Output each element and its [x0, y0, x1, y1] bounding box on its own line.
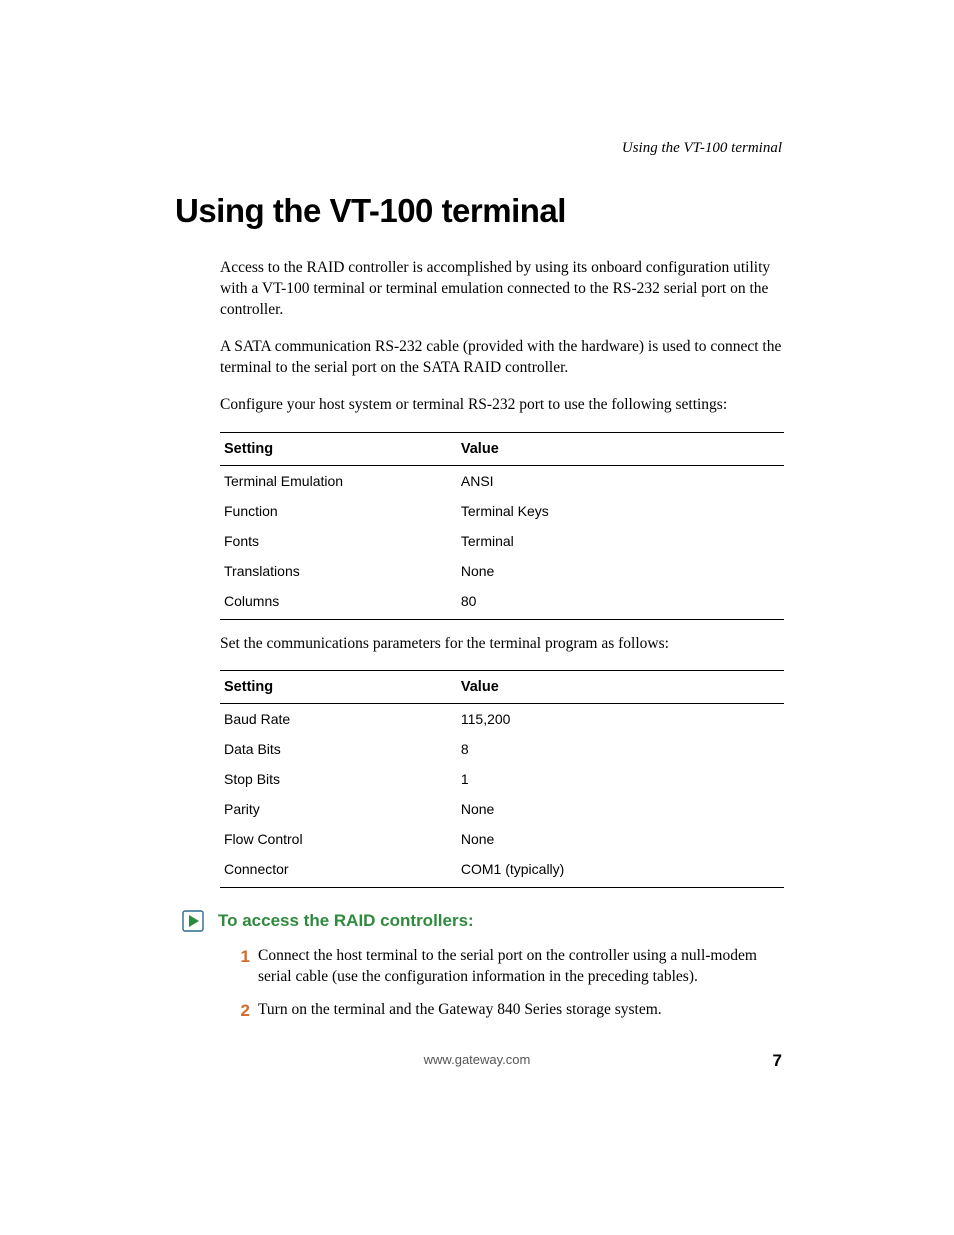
- page-number: 7: [773, 1051, 782, 1071]
- table-row: ConnectorCOM1 (typically): [220, 854, 784, 888]
- cell-setting: Parity: [220, 794, 457, 824]
- col-value: Value: [457, 671, 784, 704]
- step-text: Turn on the terminal and the Gateway 840…: [258, 1000, 662, 1021]
- paragraph-intro-3: Configure your host system or terminal R…: [220, 395, 784, 416]
- table-row: FontsTerminal: [220, 526, 784, 556]
- paragraph-intro-1: Access to the RAID controller is accompl…: [220, 258, 784, 321]
- step-text: Connect the host terminal to the serial …: [258, 946, 784, 988]
- table-row: Columns80: [220, 586, 784, 620]
- col-setting: Setting: [220, 432, 457, 465]
- table-row: ParityNone: [220, 794, 784, 824]
- cell-setting: Stop Bits: [220, 764, 457, 794]
- paragraph-intro-4: Set the communications parameters for th…: [220, 634, 784, 655]
- table-row: Stop Bits1: [220, 764, 784, 794]
- table-row: Flow ControlNone: [220, 824, 784, 854]
- col-setting: Setting: [220, 671, 457, 704]
- cell-value: None: [457, 794, 784, 824]
- cell-setting: Connector: [220, 854, 457, 888]
- cell-value: 8: [457, 734, 784, 764]
- cell-value: None: [457, 824, 784, 854]
- table-header-row: Setting Value: [220, 432, 784, 465]
- cell-setting: Fonts: [220, 526, 457, 556]
- cell-setting: Columns: [220, 586, 457, 620]
- comm-settings-table: Setting Value Baud Rate115,200Data Bits8…: [220, 670, 784, 888]
- cell-value: Terminal Keys: [457, 496, 784, 526]
- cell-value: ANSI: [457, 465, 784, 496]
- cell-value: 80: [457, 586, 784, 620]
- step-item: 1Connect the host terminal to the serial…: [228, 946, 784, 988]
- terminal-settings-table: Setting Value Terminal EmulationANSIFunc…: [220, 432, 784, 620]
- cell-setting: Translations: [220, 556, 457, 586]
- cell-setting: Terminal Emulation: [220, 465, 457, 496]
- cell-setting: Baud Rate: [220, 704, 457, 735]
- step-number: 2: [228, 1000, 250, 1021]
- play-triangle-icon: [182, 910, 204, 932]
- running-head: Using the VT-100 terminal: [622, 140, 782, 157]
- content-block: Access to the RAID controller is accompl…: [220, 258, 784, 1022]
- step-number: 1: [228, 946, 250, 988]
- table-row: Terminal EmulationANSI: [220, 465, 784, 496]
- table-row: TranslationsNone: [220, 556, 784, 586]
- procedure-title: To access the RAID controllers:: [218, 911, 474, 931]
- cell-value: COM1 (typically): [457, 854, 784, 888]
- table-body: Terminal EmulationANSIFunctionTerminal K…: [220, 465, 784, 619]
- cell-value: Terminal: [457, 526, 784, 556]
- table-row: FunctionTerminal Keys: [220, 496, 784, 526]
- table-body: Baud Rate115,200Data Bits8Stop Bits1Pari…: [220, 704, 784, 888]
- cell-setting: Data Bits: [220, 734, 457, 764]
- procedure-heading: To access the RAID controllers:: [182, 910, 784, 932]
- cell-value: None: [457, 556, 784, 586]
- step-item: 2 Turn on the terminal and the Gateway 84…: [228, 1000, 784, 1021]
- col-value: Value: [457, 432, 784, 465]
- cell-value: 1: [457, 764, 784, 794]
- cell-setting: Function: [220, 496, 457, 526]
- cell-value: 115,200: [457, 704, 784, 735]
- cell-setting: Flow Control: [220, 824, 457, 854]
- table-header-row: Setting Value: [220, 671, 784, 704]
- table-row: Baud Rate115,200: [220, 704, 784, 735]
- page-title: Using the VT-100 terminal: [175, 192, 784, 230]
- procedure-steps: 1Connect the host terminal to the serial…: [228, 946, 784, 1021]
- footer-url: www.gateway.com: [0, 1052, 954, 1067]
- page: Using the VT-100 terminal Using the VT-1…: [0, 0, 954, 1022]
- table-row: Data Bits8: [220, 734, 784, 764]
- paragraph-intro-2: A SATA communication RS-232 cable (provi…: [220, 337, 784, 379]
